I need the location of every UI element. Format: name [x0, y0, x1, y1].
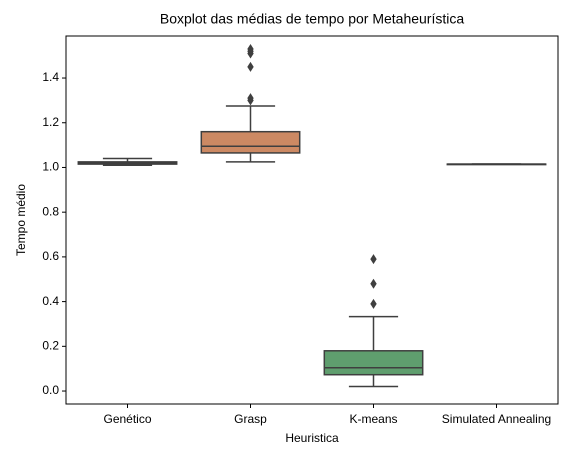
outlier — [370, 298, 377, 309]
x-tick-label: Simulated Annealing — [442, 412, 551, 426]
y-tick-label: 0.4 — [42, 294, 59, 308]
y-axis-label: Tempo médio — [14, 184, 28, 256]
box — [200, 130, 301, 154]
x-axis-label: Heuristica — [285, 431, 339, 445]
outlier — [370, 278, 377, 289]
plot-frame — [65, 35, 559, 405]
y-tick-label: 0.0 — [42, 383, 59, 397]
y-tick-label: 0.2 — [42, 338, 59, 352]
x-tick-label: Genético — [103, 412, 151, 426]
y-tick-label: 1.0 — [42, 160, 59, 174]
x-tick-label: K-means — [349, 412, 397, 426]
outlier — [247, 43, 254, 54]
y-tick-label: 1.2 — [42, 115, 59, 129]
outlier — [370, 254, 377, 265]
chart-title: Boxplot das médias de tempo por Metaheur… — [160, 11, 464, 27]
x-tick-label: Grasp — [234, 412, 267, 426]
outlier — [247, 61, 254, 72]
y-tick-label: 1.4 — [42, 70, 59, 84]
y-tick-label: 0.8 — [42, 204, 59, 218]
y-tick-label: 0.6 — [42, 249, 59, 263]
outlier — [247, 93, 254, 104]
box — [323, 350, 424, 376]
